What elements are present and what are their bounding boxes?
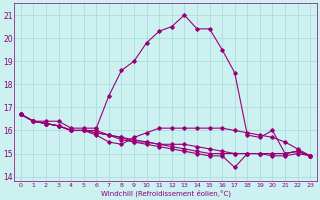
X-axis label: Windchill (Refroidissement éolien,°C): Windchill (Refroidissement éolien,°C) xyxy=(100,189,230,197)
